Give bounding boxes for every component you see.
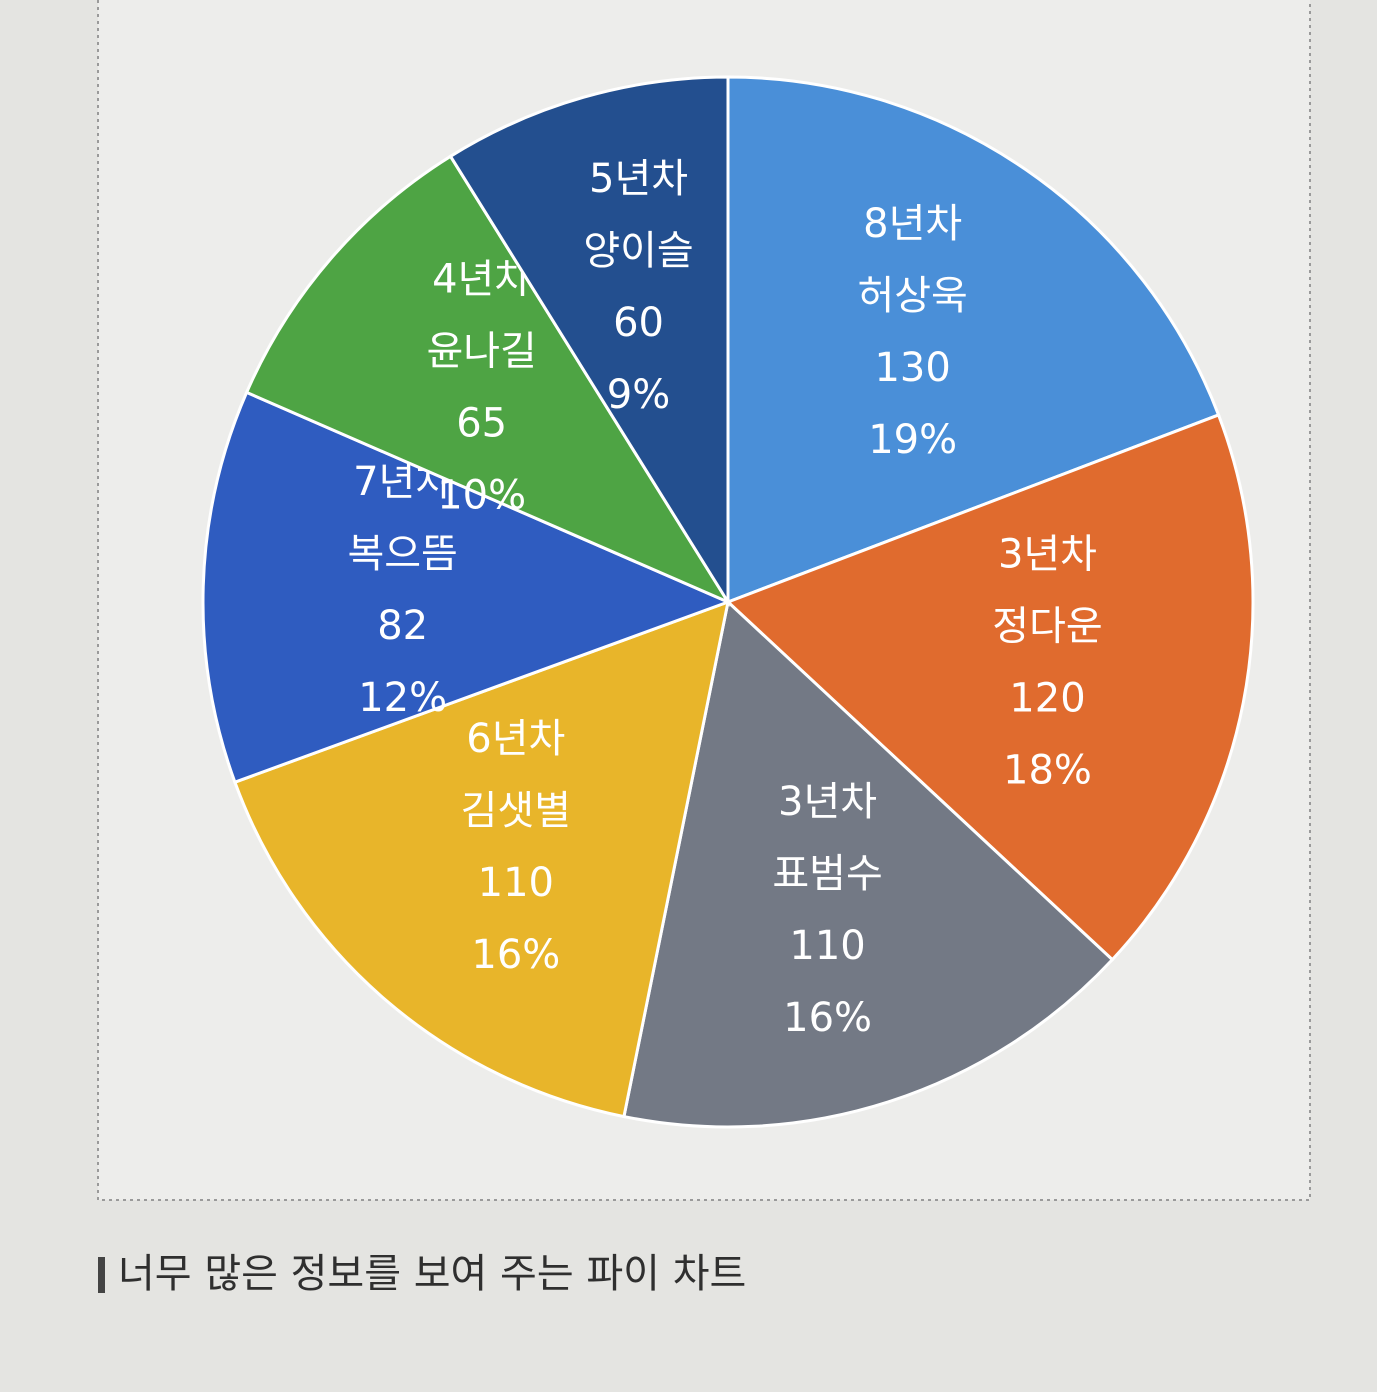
slice-percent: 10%: [437, 472, 526, 518]
slice-name: 허상욱: [857, 273, 967, 319]
slice-name: 김샛별: [461, 788, 571, 834]
slice-percent: 9%: [607, 372, 670, 418]
caption: 너무 많은 정보를 보여 주는 파이 차트: [118, 1251, 746, 1297]
slice-percent: 16%: [471, 932, 560, 978]
slice-tenure: 3년차: [998, 531, 1097, 577]
slice-name: 정다운: [992, 603, 1102, 649]
slice-value: 60: [613, 300, 664, 346]
pie-slice: [726, 75, 1221, 605]
pie-slice: [232, 599, 731, 1119]
pie-slice: [201, 390, 733, 785]
slice-tenure: 4년차: [432, 256, 531, 302]
slice-name: 표범수: [772, 851, 882, 897]
slice-value: 130: [874, 345, 950, 391]
pie-slice: [244, 154, 732, 606]
caption-bar: [98, 1257, 105, 1293]
slice-percent: 16%: [783, 995, 872, 1041]
slice-percent: 18%: [1003, 747, 1092, 793]
slice-percent: 12%: [358, 675, 447, 721]
slice-value: 65: [456, 400, 507, 446]
slice-value: 120: [1009, 675, 1085, 721]
slice-tenure: 5년차: [589, 156, 688, 202]
slice-name: 양이슬: [583, 228, 693, 274]
slice-tenure: 3년차: [778, 779, 877, 825]
pie-slice: [448, 75, 730, 608]
slice-percent: 19%: [868, 417, 957, 463]
pie-slice: [725, 413, 1255, 962]
slice-value: 110: [478, 860, 554, 906]
slice-name: 복으뜸: [347, 531, 457, 577]
slice-tenure: 8년차: [863, 201, 962, 247]
slice-value: 82: [377, 603, 428, 649]
pie-slice: [622, 599, 1115, 1129]
slice-value: 110: [789, 923, 865, 969]
slice-name: 윤나길: [426, 328, 536, 374]
slice-tenure: 6년차: [466, 716, 565, 762]
